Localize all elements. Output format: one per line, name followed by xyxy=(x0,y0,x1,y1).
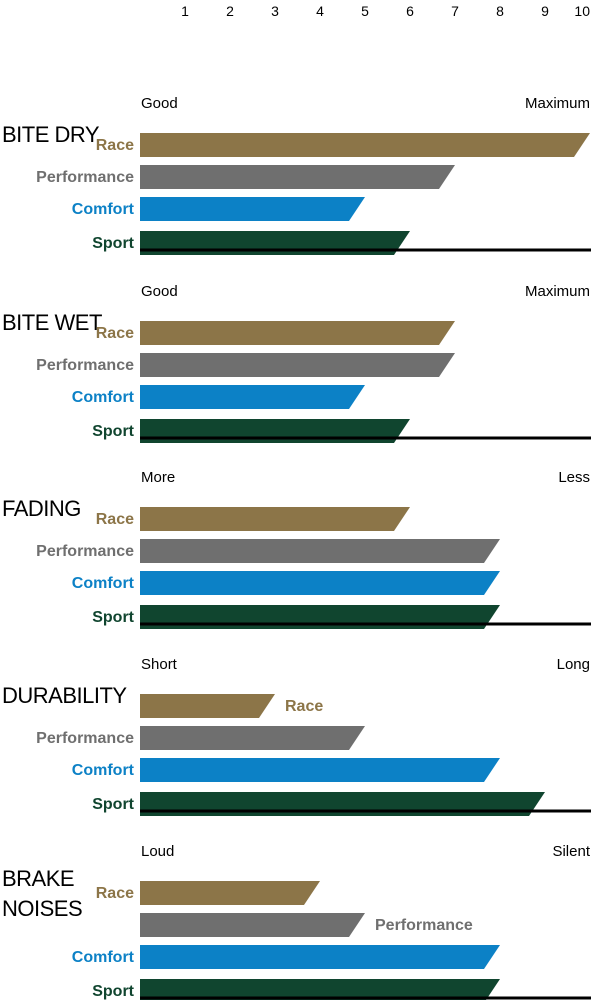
scale-low-label: Good xyxy=(141,283,178,300)
panel-title-line: FADING xyxy=(2,496,81,521)
bar-comfort xyxy=(140,945,500,969)
bar-performance xyxy=(140,913,365,937)
panel-title-line: BRAKE xyxy=(2,866,74,891)
panel-durability: Short Long DURABILITY Race Performance Comfor… xyxy=(2,656,591,816)
series-label-comfort: Comfort xyxy=(72,949,135,966)
bar-performance xyxy=(140,353,455,377)
scale-low-label: Loud xyxy=(141,843,174,860)
panel-title: BITE WET xyxy=(2,310,102,335)
bar-race xyxy=(140,881,320,905)
scale-high-label: Less xyxy=(558,469,590,486)
panel-title: BITE DRY xyxy=(2,122,100,147)
panel-brake-noises: Loud Silent BRAKE NOISES Race Performance Comf… xyxy=(2,843,591,1003)
bar-race xyxy=(140,321,455,345)
bar-performance xyxy=(140,539,500,563)
bar-comfort xyxy=(140,571,500,595)
series-label-race: Race xyxy=(285,698,323,715)
bar-race xyxy=(140,133,590,157)
panel-title: DURABILITY xyxy=(2,683,127,708)
series-label-performance: Performance xyxy=(36,543,134,560)
panel-title-line: NOISES xyxy=(2,896,82,921)
scale-low-label: Short xyxy=(141,656,178,673)
series-label-comfort: Comfort xyxy=(72,762,135,779)
x-tick-label: 10 xyxy=(574,3,590,19)
x-tick-label: 9 xyxy=(541,3,549,19)
series-label-comfort: Comfort xyxy=(72,575,135,592)
bar-performance xyxy=(140,165,455,189)
series-label-race: Race xyxy=(96,885,134,902)
bar-race xyxy=(140,507,410,531)
series-label-sport: Sport xyxy=(92,423,134,440)
x-tick-labels: 1 2 3 4 5 6 7 8 9 10 xyxy=(181,3,590,19)
bar-race xyxy=(140,694,275,718)
panel-title-line: BITE DRY xyxy=(2,122,100,147)
scale-high-label: Maximum xyxy=(525,95,590,112)
series-label-sport: Sport xyxy=(92,609,134,626)
scale-high-label: Silent xyxy=(552,843,590,860)
series-label-performance: Performance xyxy=(36,357,134,374)
x-tick-label: 4 xyxy=(316,3,324,19)
bar-performance xyxy=(140,726,365,750)
panel-title: FADING xyxy=(2,496,81,521)
bar-comfort xyxy=(140,197,365,221)
scale-low-label: More xyxy=(141,469,175,486)
series-label-performance: Performance xyxy=(375,917,473,934)
x-tick-label: 3 xyxy=(271,3,279,19)
bar-comfort xyxy=(140,758,500,782)
panel-fading: More Less FADING Race Performance Comfort Spor… xyxy=(2,469,591,629)
scale-high-label: Maximum xyxy=(525,283,590,300)
x-tick-label: 5 xyxy=(361,3,369,19)
series-label-performance: Performance xyxy=(36,730,134,747)
scale-high-label: Long xyxy=(557,656,590,673)
series-label-comfort: Comfort xyxy=(72,389,135,406)
series-label-sport: Sport xyxy=(92,235,134,252)
x-tick-label: 6 xyxy=(406,3,414,19)
series-label-sport: Sport xyxy=(92,983,134,1000)
series-label-performance: Performance xyxy=(36,169,134,186)
panel-title-line: DURABILITY xyxy=(2,683,127,708)
x-tick-label: 8 xyxy=(496,3,504,19)
x-tick-label: 1 xyxy=(181,3,189,19)
panel-title: BRAKE NOISES xyxy=(2,866,82,921)
scale-low-label: Good xyxy=(141,95,178,112)
series-label-comfort: Comfort xyxy=(72,201,135,218)
series-label-race: Race xyxy=(96,511,134,528)
panel-title-line: BITE WET xyxy=(2,310,102,335)
x-tick-label: 2 xyxy=(226,3,234,19)
series-label-race: Race xyxy=(96,325,134,342)
x-tick-label: 7 xyxy=(451,3,459,19)
series-label-sport: Sport xyxy=(92,796,134,813)
bar-comfort xyxy=(140,385,365,409)
series-label-race: Race xyxy=(96,137,134,154)
